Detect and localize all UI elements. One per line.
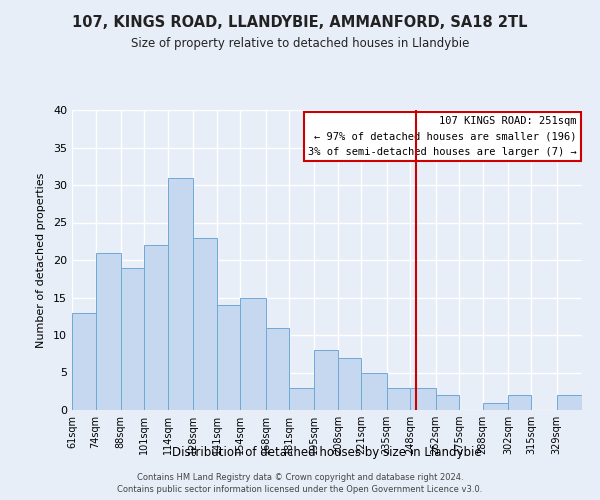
Bar [72,312,95,410]
Bar [145,245,168,410]
Bar [193,238,217,410]
Bar [338,358,361,410]
Bar [95,252,121,410]
Text: Size of property relative to detached houses in Llandybie: Size of property relative to detached ho… [131,38,469,51]
Bar [168,178,193,410]
Text: Contains public sector information licensed under the Open Government Licence v3: Contains public sector information licen… [118,486,482,494]
Bar [217,305,240,410]
Bar [361,372,386,410]
Bar [410,388,436,410]
Text: Contains HM Land Registry data © Crown copyright and database right 2024.: Contains HM Land Registry data © Crown c… [137,473,463,482]
Bar [557,395,582,410]
Bar [314,350,338,410]
Bar [482,402,508,410]
Bar [436,395,459,410]
Y-axis label: Number of detached properties: Number of detached properties [36,172,46,348]
Text: Distribution of detached houses by size in Llandybie: Distribution of detached houses by size … [172,446,482,459]
Bar [386,388,410,410]
Text: 107, KINGS ROAD, LLANDYBIE, AMMANFORD, SA18 2TL: 107, KINGS ROAD, LLANDYBIE, AMMANFORD, S… [72,15,528,30]
Bar [508,395,532,410]
Bar [266,328,289,410]
Bar [121,268,145,410]
Bar [240,298,266,410]
Text: 107 KINGS ROAD: 251sqm
← 97% of detached houses are smaller (196)
3% of semi-det: 107 KINGS ROAD: 251sqm ← 97% of detached… [308,116,577,157]
Bar [289,388,314,410]
